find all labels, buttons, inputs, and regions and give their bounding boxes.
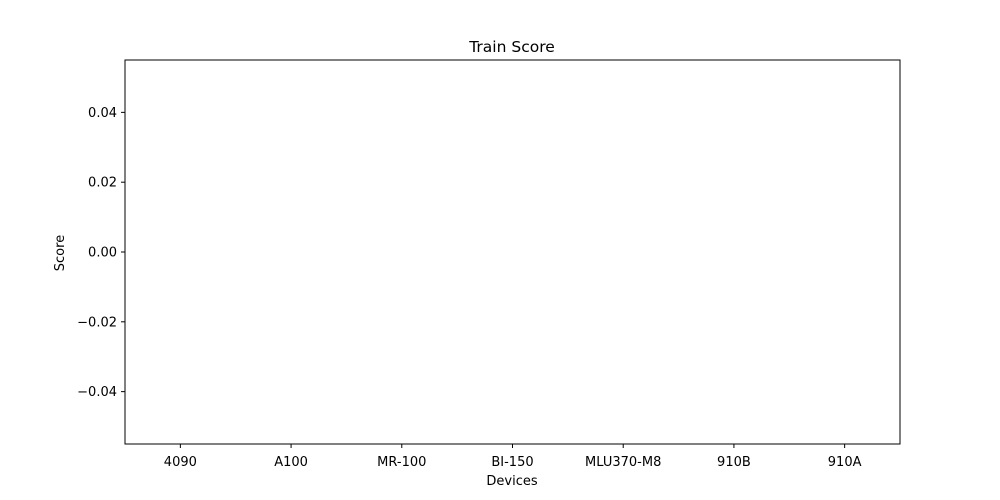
y-tick-label: −0.02 [77,315,117,330]
x-tick-label: 910A [828,455,862,470]
x-tick-label: BI-150 [491,455,533,470]
x-axis-ticks: 4090 A100 MR-100 BI-150 MLU370-M8 910B 910A [164,444,862,470]
y-tick-label: 0.04 [88,106,117,121]
y-axis-label: Score [53,235,68,271]
x-tick-label: MLU370-M8 [585,455,661,470]
x-tick-label: 4090 [164,455,197,470]
y-tick-label: −0.04 [77,385,117,400]
y-tick-label: 0.02 [88,176,117,191]
x-axis-label: Devices [486,474,537,489]
y-tick-label: 0.00 [88,246,117,261]
x-tick-label: A100 [274,455,308,470]
y-axis-ticks: 0.04 0.02 0.00 −0.02 −0.04 [77,106,125,400]
chart-title: Train Score [468,38,555,56]
x-tick-label: MR-100 [377,455,426,470]
x-tick-label: 910B [717,455,751,470]
